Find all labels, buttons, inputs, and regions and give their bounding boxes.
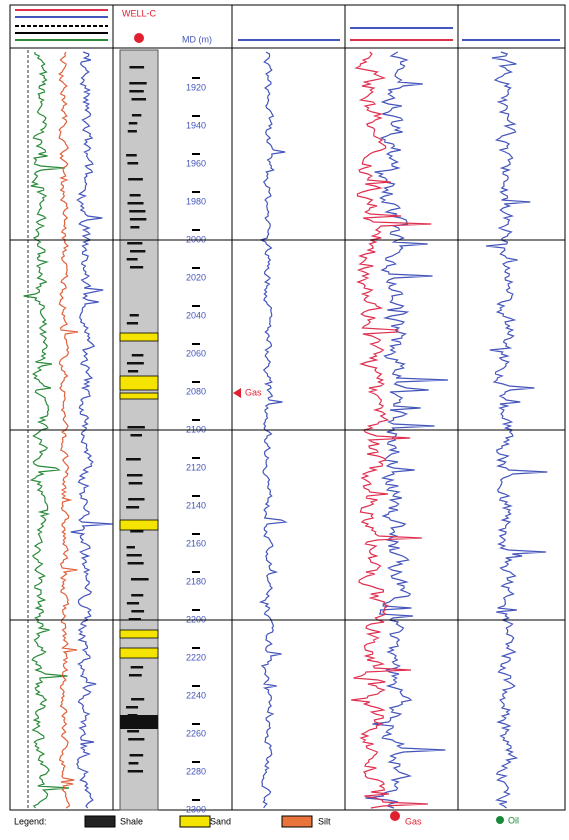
legend-label: Gas: [405, 816, 422, 826]
depth-tick-label: 2180: [186, 576, 206, 586]
depth-tick-label: 2280: [186, 766, 206, 776]
shale-dash: [128, 762, 139, 765]
depth-tick-label: 2140: [186, 500, 206, 510]
shale-dash: [129, 90, 144, 93]
shale-dash: [128, 618, 141, 621]
shale-dash: [129, 754, 144, 757]
legend-label: Silt: [318, 816, 331, 826]
shale-dash: [131, 698, 145, 701]
sand-bed: [119, 519, 159, 531]
legend-swatch: [390, 811, 400, 821]
header-scales: [15, 9, 560, 41]
shale-dash: [126, 322, 139, 325]
gas-annotation: Gas: [245, 387, 262, 397]
legend-swatch: [84, 815, 116, 828]
shale-dash: [127, 130, 137, 133]
depth-tick-label: 2200: [186, 614, 206, 624]
depth-tick-label: 2080: [186, 386, 206, 396]
shale-dash: [126, 258, 138, 261]
sand-bed: [119, 332, 159, 342]
shale-dash: [126, 458, 141, 461]
shale-dash: [126, 154, 137, 157]
track-borders: [112, 5, 459, 810]
shale-dash: [130, 250, 146, 253]
shale-dash: [127, 202, 144, 205]
depth-tick-label: 2300: [186, 804, 206, 814]
shale-dash: [127, 370, 139, 373]
depth-tick-label: 1960: [186, 158, 206, 168]
shale-dash: [129, 66, 145, 69]
legend-title: Legend:: [14, 816, 47, 826]
well-marker: [134, 33, 144, 43]
shale-dash: [129, 266, 144, 269]
sand-bed: [119, 647, 159, 659]
shale-dash: [128, 122, 138, 125]
depth-label: MD (m): [182, 34, 212, 44]
legend: Legend: Shale Sand Silt Gas: [14, 811, 422, 828]
shale-dash: [127, 770, 144, 773]
depth-tick-label: 2220: [186, 652, 206, 662]
depth-tick-label: 2160: [186, 538, 206, 548]
legend-swatch: [179, 815, 211, 828]
sand-bed: [119, 375, 159, 391]
shale-dash: [131, 114, 142, 117]
depth-tick-label: 1940: [186, 120, 206, 130]
shale-dash: [126, 362, 144, 365]
oil-marker: [496, 816, 504, 824]
legend-label: Sand: [210, 816, 231, 826]
shale-dash: [126, 602, 140, 605]
frame: [9, 4, 566, 811]
sand-bed: [119, 629, 159, 639]
shale-dash: [127, 162, 139, 165]
shale-dash: [128, 498, 145, 501]
shale-dash: [130, 578, 149, 581]
shale-dash: [130, 530, 144, 533]
shale-dash: [126, 474, 143, 477]
shale-dash: [128, 674, 142, 677]
shale-dash: [127, 242, 143, 245]
shale-dash: [129, 210, 146, 213]
depth-tick-label: 2260: [186, 728, 206, 738]
depth-tick-label: 2100: [186, 424, 206, 434]
depth-tick-label: 1980: [186, 196, 206, 206]
depth-tick-label: 2060: [186, 348, 206, 358]
shale-dash: [129, 82, 147, 85]
depth-tick-label: 2040: [186, 310, 206, 320]
lithology: [119, 66, 159, 773]
shale-dash: [126, 506, 140, 509]
shale-dash: [126, 554, 142, 557]
legend-label: Shale: [120, 816, 143, 826]
depth-tick-label: 2120: [186, 462, 206, 472]
shale-dash: [127, 562, 144, 565]
depth-tick-label: 1920: [186, 82, 206, 92]
depth-tick-label: 2020: [186, 272, 206, 282]
shale-dash: [131, 354, 144, 357]
shale-dash: [129, 218, 147, 221]
depth-tick-label: 2240: [186, 690, 206, 700]
shale-dash: [130, 226, 140, 229]
sand-bed: [119, 392, 159, 400]
oil-annotation: Oil: [508, 815, 519, 825]
legend-swatch: [281, 815, 313, 828]
shale-dash: [129, 314, 139, 317]
depth-tick-label: 2000: [186, 234, 206, 244]
shale-dash: [131, 98, 147, 101]
shale-dash: [128, 482, 143, 485]
shale-dash: [128, 178, 143, 181]
gas-marker: [233, 388, 241, 398]
shale-dash: [126, 706, 139, 709]
shale-dash: [130, 666, 144, 669]
shale-dash: [128, 738, 145, 741]
well-title: WELL-C: [122, 8, 157, 18]
shale-dash: [126, 546, 135, 549]
shale-bed: [120, 715, 158, 729]
shale-dash: [127, 426, 145, 429]
shale-dash: [131, 610, 145, 613]
shale-dash: [130, 434, 142, 437]
shale-dash: [131, 594, 144, 597]
shale-dash: [127, 730, 140, 733]
shale-dash: [129, 194, 141, 197]
